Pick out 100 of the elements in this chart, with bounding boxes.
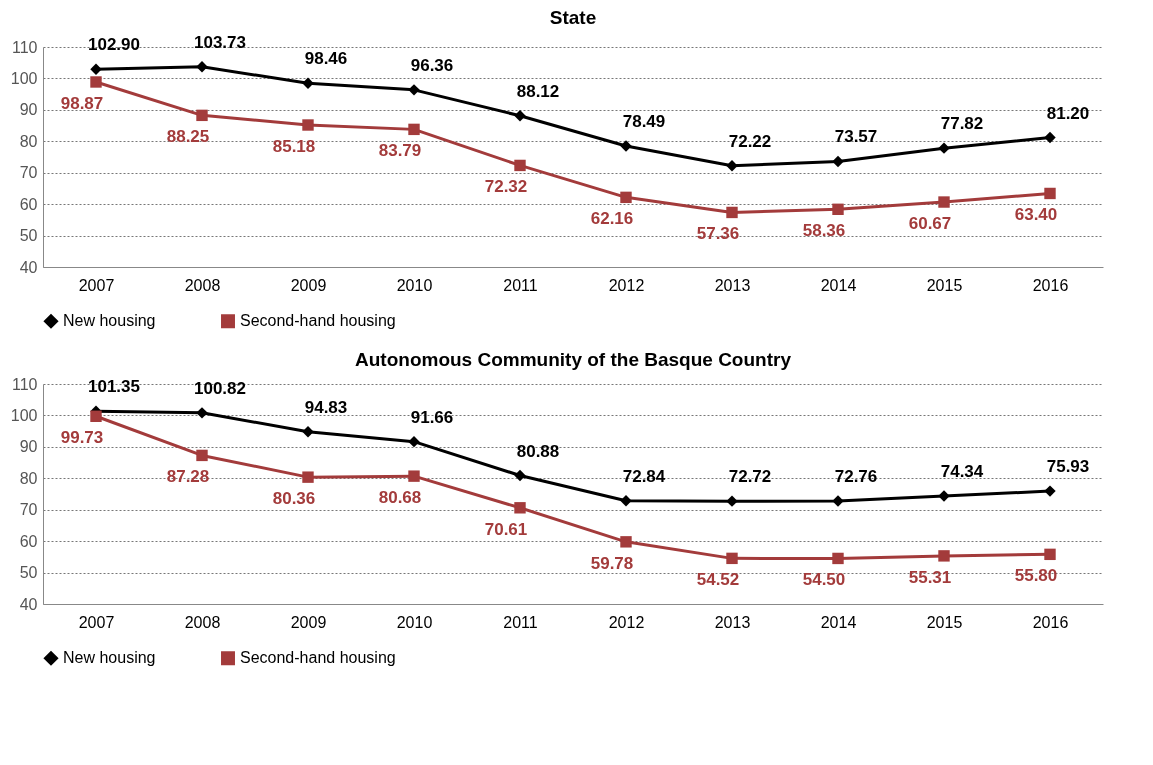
data-label: 72.84 [622, 466, 666, 486]
data-label: 72.32 [484, 177, 528, 197]
x-tick-label: 2015 [926, 276, 963, 294]
point [302, 119, 314, 131]
data-label: 70.61 [484, 519, 528, 539]
x-tick-label: 2010 [396, 613, 433, 631]
y-tick-label: 110 [11, 375, 38, 393]
data-label: 81.20 [1046, 103, 1090, 123]
data-label: 99.73 [60, 428, 104, 448]
y-tick-label: 80 [19, 132, 38, 150]
point [938, 142, 950, 154]
data-label: 60.67 [908, 214, 952, 234]
point [90, 410, 102, 422]
x-tick-label: 2011 [503, 276, 538, 294]
point [726, 206, 738, 219]
y-tick-label: 100 [10, 406, 38, 424]
point [1044, 131, 1056, 144]
data-label: 58.36 [802, 221, 846, 241]
legend-label: New housing [63, 312, 156, 330]
x-tick-label: 2013 [714, 276, 751, 294]
x-tick-label: 2011 [503, 613, 538, 631]
point [1044, 485, 1056, 497]
data-label: 98.46 [304, 49, 348, 69]
y-tick-label: 70 [19, 501, 38, 519]
y-tick-label: 60 [19, 532, 38, 550]
data-label: 102.90 [88, 35, 140, 55]
data-label: 62.16 [590, 209, 634, 229]
point [514, 110, 526, 122]
data-label: 77.82 [940, 114, 984, 134]
data-label: 80.68 [378, 488, 422, 508]
point [408, 123, 420, 136]
point [938, 196, 950, 208]
data-label: 55.31 [908, 567, 952, 587]
legend-label: Second-hand housing [240, 649, 396, 667]
y-tick-label: 90 [19, 438, 38, 456]
y-tick-label: 40 [19, 595, 38, 613]
y-tick-label: 100 [10, 69, 38, 87]
legend-label: Second-hand housing [240, 312, 396, 330]
point [832, 155, 844, 168]
y-tick-label: 110 [11, 38, 38, 56]
x-tick-label: 2012 [608, 276, 645, 294]
point [196, 109, 208, 122]
point [832, 552, 844, 565]
x-tick-label: 2009 [290, 276, 327, 294]
legend-label: New housing [63, 649, 156, 667]
point [620, 140, 632, 152]
point [302, 425, 314, 438]
point [514, 502, 526, 514]
point [726, 160, 738, 172]
point [726, 552, 738, 565]
x-tick-label: 2007 [78, 613, 115, 631]
y-tick-label: 40 [19, 258, 38, 276]
data-label: 80.88 [516, 441, 560, 461]
x-tick-label: 2016 [1032, 276, 1069, 294]
y-tick-label: 50 [19, 227, 38, 245]
point [1044, 187, 1056, 200]
data-label: 100.82 [194, 378, 246, 398]
point [1044, 548, 1056, 561]
x-tick-label: 2014 [820, 613, 857, 631]
data-label: 59.78 [590, 553, 634, 573]
point [726, 495, 738, 507]
data-label: 88.25 [166, 127, 210, 147]
x-tick-label: 2007 [78, 276, 115, 294]
chart-title: State [549, 6, 597, 28]
y-tick-label: 60 [19, 195, 38, 213]
data-label: 72.76 [834, 467, 878, 487]
data-label: 63.40 [1014, 205, 1058, 225]
x-tick-label: 2013 [714, 613, 751, 631]
point [302, 471, 314, 483]
point [514, 159, 526, 172]
data-label: 74.34 [940, 462, 984, 482]
point [938, 550, 950, 562]
point [832, 203, 844, 215]
data-label: 54.52 [696, 570, 740, 590]
point [196, 449, 208, 462]
point [620, 495, 632, 507]
data-label: 75.93 [1046, 457, 1090, 477]
data-label: 98.87 [60, 93, 104, 113]
chart-title: Autonomous Community of the Basque Country [355, 349, 792, 370]
x-tick-label: 2016 [1032, 613, 1069, 631]
data-label: 91.66 [410, 407, 454, 427]
data-label: 96.36 [410, 55, 454, 75]
point [196, 407, 208, 419]
x-tick-label: 2008 [184, 613, 221, 631]
y-tick-label: 50 [19, 564, 38, 582]
data-label: 88.12 [516, 81, 560, 101]
x-tick-label: 2012 [608, 613, 645, 631]
point [620, 191, 632, 204]
y-tick-label: 80 [19, 469, 38, 487]
data-label: 101.35 [88, 377, 140, 397]
data-label: 72.72 [728, 467, 772, 487]
y-tick-label: 70 [19, 164, 38, 182]
data-label: 55.80 [1014, 566, 1058, 586]
data-label: 87.28 [166, 467, 210, 487]
x-tick-label: 2010 [396, 276, 433, 294]
data-label: 78.49 [622, 112, 666, 132]
data-label: 72.22 [728, 131, 772, 151]
x-tick-label: 2015 [926, 613, 963, 631]
data-label: 73.57 [834, 127, 878, 147]
point [408, 84, 420, 96]
